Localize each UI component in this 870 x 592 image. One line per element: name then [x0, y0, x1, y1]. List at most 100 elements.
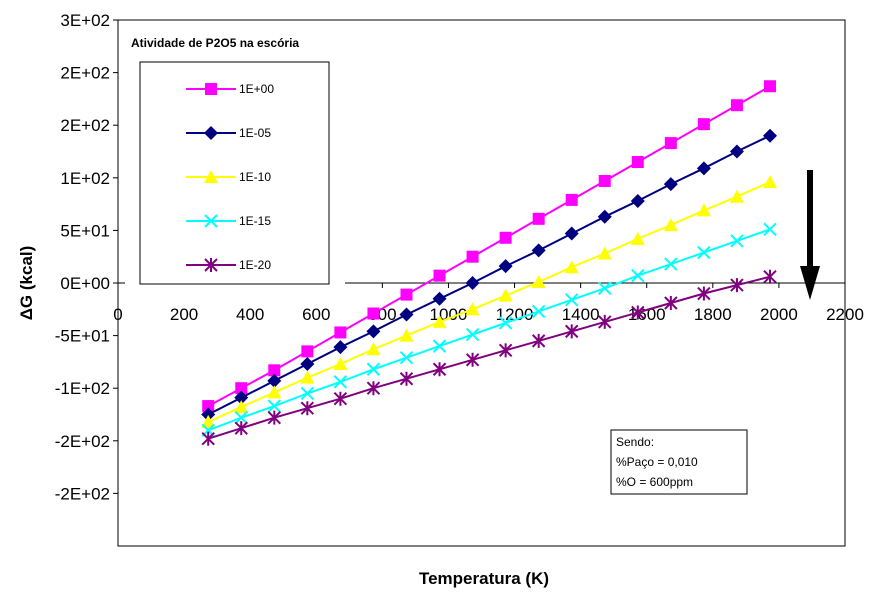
data-point: [333, 375, 348, 389]
data-point: [333, 391, 348, 406]
legend-item: 1E-20: [186, 258, 271, 272]
data-point: [597, 246, 612, 260]
x-tick-label: 1200: [496, 305, 534, 324]
legend-item: 1E-15: [186, 214, 271, 228]
x-tick-label: 400: [236, 305, 264, 324]
data-point: [432, 314, 447, 328]
series-line: [207, 275, 771, 440]
data-point: [664, 137, 677, 150]
data-point: [565, 193, 578, 206]
note-line-2: %Paço = 0,010: [616, 455, 698, 469]
data-point: [366, 362, 381, 376]
note-line-3: %O = 600ppm: [616, 475, 693, 489]
data-point: [664, 295, 678, 310]
data-point: [432, 291, 447, 306]
data-point: [201, 431, 215, 446]
data-point: [399, 307, 414, 322]
legend-label: 1E-15: [239, 214, 271, 228]
data-point: [465, 352, 480, 367]
data-point: [631, 268, 645, 283]
legend-box: [139, 61, 330, 285]
data-point: [597, 209, 612, 224]
data-point: [333, 340, 348, 355]
data-point: [498, 288, 513, 302]
data-point: [300, 386, 315, 401]
data-point: [267, 410, 282, 425]
data-point: [730, 99, 743, 112]
legend-items: 1E+00 1E-05 1E-10 1E-15 1E-20: [186, 82, 274, 272]
data-point: [630, 231, 645, 245]
data-point: [366, 381, 381, 396]
data-point: [498, 316, 513, 330]
data-point: [235, 382, 248, 395]
data-point: [696, 203, 711, 217]
data-point: [465, 302, 480, 316]
data-point: [201, 414, 216, 428]
data-point: [465, 276, 480, 290]
data-point: [532, 212, 545, 225]
legend-item: 1E-10: [186, 170, 271, 184]
data-point: [730, 278, 744, 293]
trend-arrow: [800, 170, 820, 300]
data-point: [300, 401, 315, 416]
data-point: [432, 362, 447, 377]
data-point: [204, 214, 218, 228]
x-tick-label: 1400: [562, 305, 600, 324]
data-point: [267, 373, 282, 388]
x-axis-ticks: 0 200 400 600 800 1000 1200 1400 1600 1800 2000 220…: [113, 282, 864, 324]
y-tick-label: 2E+02: [60, 64, 110, 83]
series-line: [207, 181, 771, 423]
data-point: [730, 234, 744, 248]
data-point: [499, 231, 512, 244]
data-point: [762, 128, 777, 143]
note-box: Sendo: %Paço = 0,010 %O = 600ppm: [610, 429, 748, 495]
data-point: [498, 259, 513, 274]
y-tick-label: -5E+01: [55, 327, 110, 346]
legend-item: 1E+00: [186, 82, 274, 96]
data-point: [366, 324, 381, 339]
data-point: [729, 189, 744, 203]
y-axis-ticks: 3E+02 2E+02 2E+02 1E+02 5E+01 0E+00 -5E+01 -1E+…: [55, 11, 118, 503]
data-point: [333, 357, 348, 371]
y-tick-label: 5E+01: [60, 221, 110, 240]
data-point: [663, 218, 678, 232]
data-point: [234, 421, 248, 436]
note-line-1: Sendo:: [616, 435, 654, 449]
data-point: [564, 226, 579, 241]
data-point: [631, 305, 645, 320]
y-tick-label: 3E+02: [60, 11, 110, 30]
data-point: [204, 126, 218, 140]
data-point: [763, 80, 776, 93]
data-point: [564, 260, 579, 274]
x-tick-label: 1800: [694, 305, 732, 324]
y-tick-label: -2E+02: [55, 484, 110, 503]
data-point: [729, 144, 744, 159]
data-point: [697, 286, 711, 301]
x-tick-label: 2200: [826, 305, 864, 324]
data-point: [696, 161, 711, 176]
data-point: [498, 343, 513, 358]
data-point: [598, 281, 612, 295]
data-point: [300, 357, 315, 372]
series-line: [207, 134, 771, 416]
data-point: [531, 333, 546, 348]
legend-label: 1E+00: [239, 82, 274, 96]
y-tick-label: -2E+02: [55, 432, 110, 451]
series-1E+00: [202, 80, 776, 413]
y-axis-title: ΔG (kcal): [17, 246, 36, 321]
data-point: [466, 250, 479, 263]
data-point: [234, 400, 249, 414]
data-point: [399, 350, 414, 365]
data-point: [367, 307, 380, 320]
data-point: [531, 274, 546, 288]
data-point: [400, 288, 413, 301]
data-point: [399, 371, 414, 386]
note-box-frame: [610, 429, 748, 495]
legend-item: 1E-05: [186, 126, 271, 140]
data-point: [300, 370, 315, 384]
legend-label: 1E-20: [239, 258, 271, 272]
x-axis-title: Temperatura (K): [419, 569, 549, 588]
y-tick-label: 2E+02: [60, 116, 110, 135]
data-point: [301, 345, 314, 358]
